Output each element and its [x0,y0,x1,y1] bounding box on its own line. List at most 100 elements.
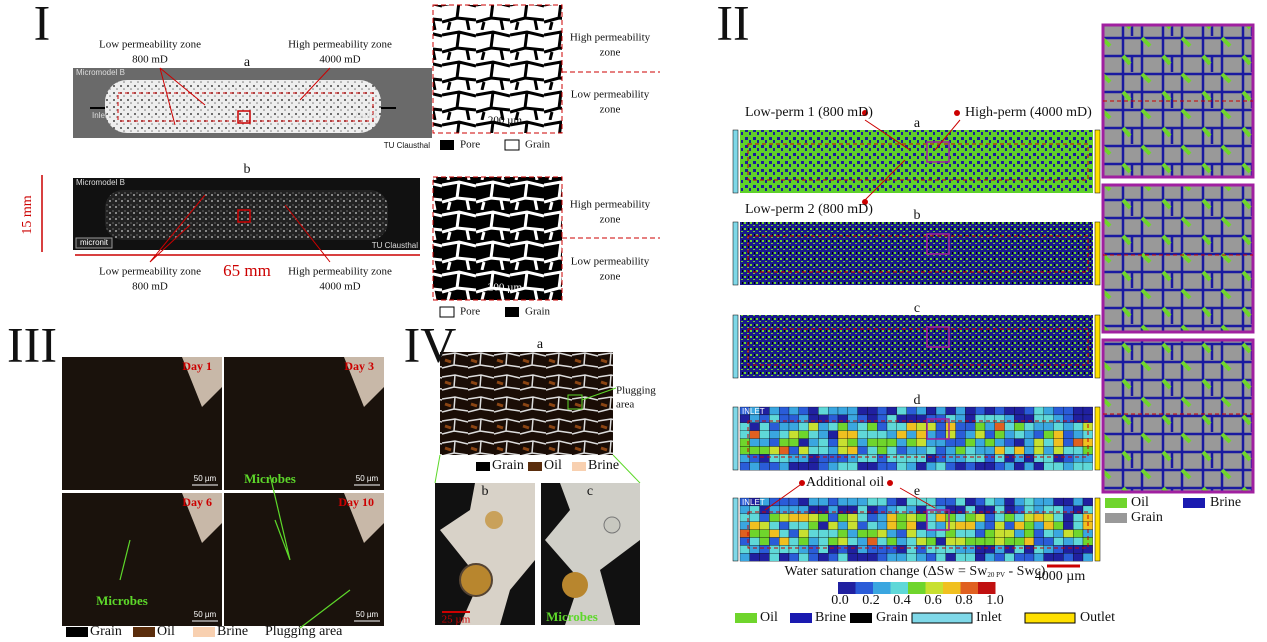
heat-cell [798,430,809,439]
colorbar-cell [890,582,908,594]
heat-cell [1073,406,1084,416]
heat-cell [1073,438,1084,447]
heat-cell [847,438,858,447]
heat-cell [828,406,839,416]
label: a [244,55,251,70]
heat-cell [984,422,995,431]
heat-cell [886,438,897,447]
heat-cell [955,422,966,431]
label: High permeability zone [288,39,392,51]
heat-cell [945,513,956,522]
heat-cell [994,406,1005,416]
heat-cell [906,454,917,463]
heat-cell [847,553,858,562]
heat-cell [935,513,946,522]
heat-cell [808,462,819,471]
heat-cell [1033,545,1044,554]
heat-cell [965,505,976,514]
heat-cell [955,446,966,455]
heat-cell [926,446,937,455]
heat-cell [1073,422,1084,431]
heat-cell [975,513,986,522]
heat-cell [779,438,790,447]
heat-cell [896,446,907,455]
label: High permeability [570,32,651,44]
label: INLET [742,407,765,416]
label: 15 mm [20,195,35,234]
heat-cell [926,438,937,447]
heat-cell [1043,414,1054,423]
heat-cell [788,406,799,416]
heat-cell [916,446,927,455]
heat-cell [847,446,858,455]
heat-cell [965,454,976,463]
heat-cell [847,406,858,416]
outlet-bar [1094,406,1101,471]
heat-cell [886,422,897,431]
heat-cell [965,438,976,447]
heat-cell [818,422,829,431]
heat-cell [1053,430,1064,439]
heat-cell [1024,505,1035,514]
heat-cell [906,505,917,514]
heat-cell [739,462,750,471]
heat-cell [1014,446,1025,455]
label: Oil [544,458,562,473]
colorbar-title-part: - Swc) [1005,564,1046,579]
heat-cell [1004,545,1015,554]
heat-cell [994,505,1005,514]
label: I [34,0,51,50]
heat-cell [877,529,888,538]
heat-cell [1004,553,1015,562]
brine-channel [182,357,222,407]
heat-cell [994,446,1005,455]
heat-cell [1004,521,1015,530]
heat-cell [1063,537,1074,546]
label: 4000 mD [319,281,360,293]
heat-cell [984,438,995,447]
heat-cell [935,497,946,507]
heat-cell [798,553,809,562]
heat-cell [857,462,868,471]
heat-cell [788,513,799,522]
label: Grain [876,610,908,625]
heat-cell [837,454,848,463]
heat-cell [877,462,888,471]
heat-cell [926,462,937,471]
heat-cell [1014,430,1025,439]
label: 200 µm [488,115,523,127]
heat-cell [847,545,858,554]
heat-cell [1004,406,1015,416]
heat-cell [1043,462,1054,471]
heat-cell [769,529,780,538]
heat-cell [818,446,829,455]
heat-cell [1024,414,1035,423]
heat-cell [1053,422,1064,431]
heat-cell [955,414,966,423]
heat-cell [837,545,848,554]
heat-cell [877,545,888,554]
heat-cell [818,430,829,439]
heat-cell [847,505,858,514]
heat-cell [1033,513,1044,522]
heat-cell [886,545,897,554]
heat-cell [788,497,799,507]
colorbar-cell [855,582,873,594]
heat-cell [886,553,897,562]
heat-cell [984,406,995,416]
heat-cell [1004,414,1015,423]
label: High permeability [570,199,651,211]
colorbar-cell [943,582,961,594]
label: Day 10 [338,495,374,509]
heat-cell [945,462,956,471]
heat-cell [896,529,907,538]
label: Oil [1131,495,1149,510]
heat-cell [1033,505,1044,514]
label: TU Clausthal [372,241,418,250]
heat-cell [867,430,878,439]
heat-cell [1073,446,1084,455]
zoom-b [432,176,563,301]
label: zone [600,271,621,283]
heat-cell [808,505,819,514]
label: Inlet [976,610,1002,625]
